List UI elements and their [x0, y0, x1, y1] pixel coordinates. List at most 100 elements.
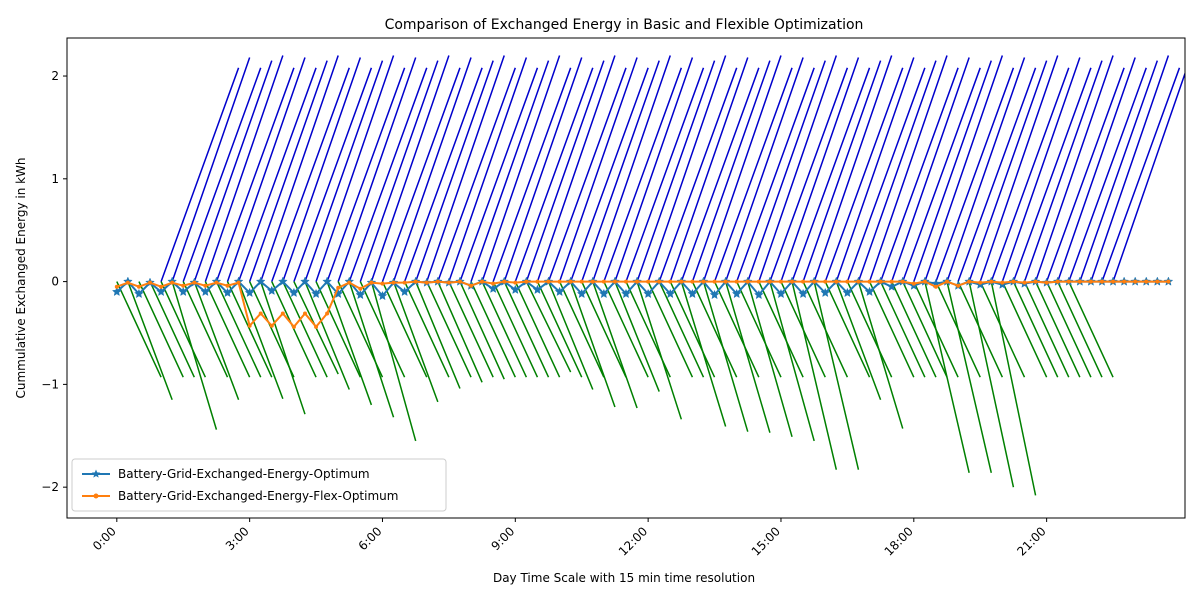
series-point-2 — [424, 280, 429, 285]
charge-segment-line — [204, 55, 284, 282]
discharge-segment-line — [747, 281, 793, 438]
discharge-segment-line — [824, 281, 871, 378]
charge-segment-line — [835, 57, 915, 282]
discharge-segment-line — [503, 281, 550, 378]
series-point-1 — [665, 288, 676, 299]
charge-segment-line — [802, 60, 882, 282]
discharge-segment-line — [226, 281, 273, 378]
discharge-segment-line — [160, 281, 207, 378]
charge-segment-line — [448, 57, 528, 282]
discharge-segment-line — [237, 281, 284, 400]
discharge-segment-line — [414, 281, 461, 389]
discharge-segment-line — [403, 281, 450, 378]
series-point-2 — [347, 280, 352, 285]
series-point-2 — [756, 279, 761, 284]
discharge-segment-line — [979, 281, 1026, 378]
discharge-segment-line — [271, 281, 317, 378]
charge-segment-line — [747, 60, 826, 282]
series-point-2 — [624, 279, 628, 284]
charge-segment-line — [890, 57, 970, 282]
charge-segment-line — [193, 60, 273, 282]
series-point-2 — [989, 279, 994, 284]
series-point-2 — [247, 323, 252, 328]
charge-segment-line — [603, 67, 683, 282]
charge-segment-line — [293, 67, 373, 282]
charge-segment-line — [215, 67, 295, 282]
series-point-2 — [712, 279, 717, 284]
discharge-segment-line — [702, 281, 749, 432]
discharge-segment-line — [1068, 281, 1114, 378]
series-point-2 — [457, 279, 462, 284]
charge-segment-line — [625, 67, 705, 282]
charge-segment-line — [282, 57, 362, 282]
series-point-1 — [554, 286, 565, 297]
charge-segment-line — [569, 67, 649, 282]
charge-segment-line — [160, 67, 240, 282]
discharge-segment-line — [437, 281, 483, 383]
plot-area — [111, 55, 1185, 496]
discharge-segment-line — [326, 281, 373, 406]
series-point-2 — [679, 279, 684, 284]
series-point-2 — [922, 279, 927, 284]
charge-segment-line — [426, 55, 505, 282]
series-point-2 — [967, 279, 972, 284]
discharge-segment-line — [547, 281, 594, 390]
series-point-2 — [1099, 279, 1104, 284]
charge-segment-line — [182, 67, 262, 282]
series-point-1 — [333, 288, 344, 299]
series-point-2 — [269, 323, 274, 328]
charge-segment-line — [348, 67, 428, 282]
discharge-segment-line — [536, 281, 583, 378]
series-point-2 — [668, 279, 673, 284]
series-point-2 — [801, 279, 806, 284]
charge-segment-line — [824, 67, 904, 282]
series-point-1 — [510, 284, 521, 294]
series-point-2 — [535, 279, 540, 284]
discharge-segment-line — [370, 281, 417, 442]
charge-segment-line — [1090, 55, 1170, 282]
discharge-segment-line — [1045, 281, 1092, 378]
discharge-segment-line — [592, 281, 638, 409]
discharge-segment-line — [990, 281, 1037, 496]
charge-segment-line — [1045, 67, 1125, 282]
series-point-2 — [380, 281, 385, 286]
series-point-2 — [358, 286, 363, 291]
series-point-2 — [1111, 279, 1116, 284]
chart-title: Comparison of Exchanged Energy in Basic … — [385, 17, 864, 33]
charge-segment-line — [724, 57, 804, 282]
discharge-segment-line — [315, 281, 362, 378]
legend-marker-sample — [91, 469, 101, 478]
series-point-2 — [734, 279, 739, 284]
discharge-segment-line — [304, 281, 350, 390]
series-point-2 — [900, 279, 905, 284]
discharge-segment-line — [1034, 281, 1081, 378]
charge-segment-line — [691, 60, 771, 282]
series-point-1 — [156, 286, 166, 297]
charge-segment-line — [879, 67, 959, 282]
y-tick-label: 2 — [51, 69, 59, 83]
charge-segment-line — [1034, 55, 1114, 282]
discharge-segment-line — [647, 281, 694, 378]
series-point-1 — [289, 287, 299, 298]
series-point-1 — [277, 276, 288, 286]
charge-segment-line — [558, 57, 638, 282]
discharge-segment-line — [448, 281, 494, 378]
series-point-1 — [598, 288, 609, 299]
charge-segment-line — [492, 67, 572, 282]
discharge-segment-line — [857, 281, 904, 429]
series-point-2 — [280, 311, 285, 316]
series-point-2 — [956, 283, 961, 288]
series-point-1 — [798, 288, 809, 299]
series-point-2 — [745, 279, 750, 284]
charge-segment-line — [614, 57, 694, 282]
series-point-2 — [1033, 279, 1038, 284]
charge-segment-line — [481, 55, 561, 282]
discharge-segment-line — [791, 281, 838, 470]
y-tick-label: −1 — [41, 377, 59, 391]
series-point-2 — [546, 279, 551, 284]
series-point-2 — [1000, 280, 1005, 285]
discharge-segment-line — [426, 281, 472, 378]
discharge-segment-line — [116, 281, 162, 378]
y-axis-label: Cummulative Exchanged Energy in kWh — [14, 157, 28, 398]
charge-segment-line — [1001, 57, 1081, 282]
